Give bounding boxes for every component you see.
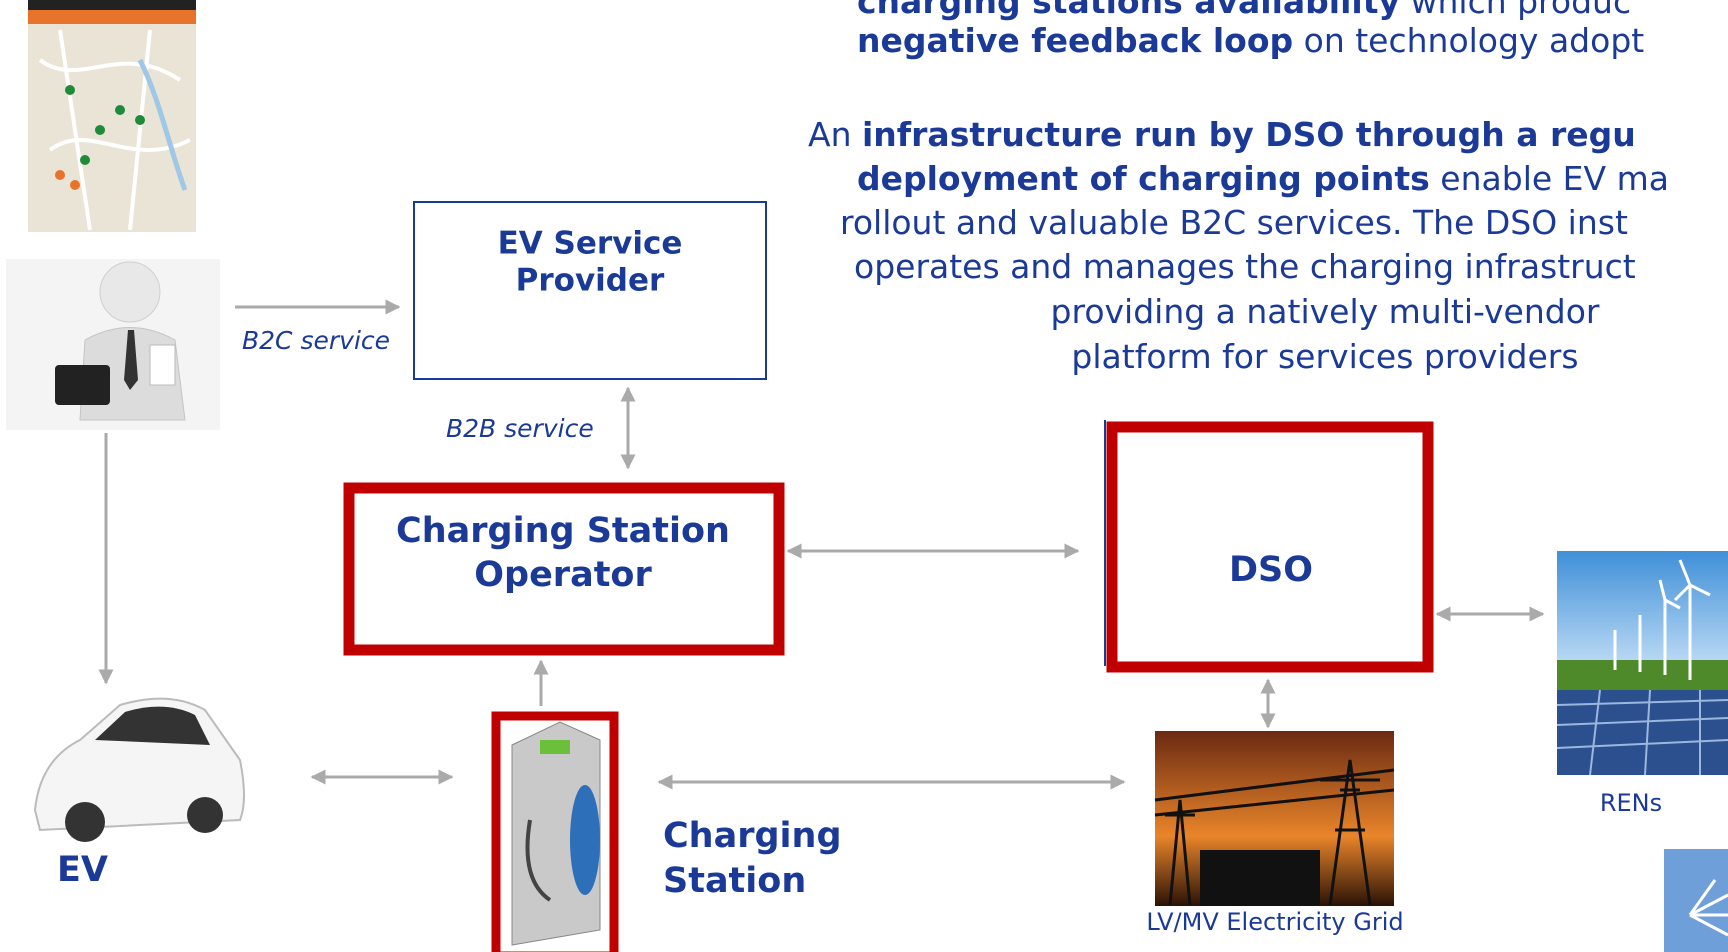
grid-image <box>1155 731 1394 906</box>
intro-line: platform for services providers <box>1071 337 1578 376</box>
intro-run: operates and manages the charging infras… <box>854 247 1636 286</box>
label-line: Station <box>663 861 806 901</box>
rens-label: RENs <box>1600 789 1662 817</box>
intro-text: charging stations availability which pro… <box>808 0 1669 376</box>
intro-run: enable EV ma <box>1430 159 1669 198</box>
dso-box <box>1112 427 1428 667</box>
charging-station-image <box>495 715 615 952</box>
logo <box>1664 849 1728 952</box>
intro-run: platform for services providers <box>1071 337 1578 376</box>
intro-line: operates and manages the charging infras… <box>854 247 1636 286</box>
dso-label: DSO <box>1229 550 1313 590</box>
person-image <box>6 259 220 430</box>
label-line: Operator <box>474 555 652 595</box>
intro-line: negative feedback loop on technology ado… <box>857 21 1644 60</box>
intro-run: providing a natively multi-vendor <box>1051 292 1600 331</box>
intro-run: deployment of charging points <box>857 159 1430 198</box>
intro-run: on technology adopt <box>1293 21 1644 60</box>
rens-image <box>1557 551 1728 775</box>
intro-line: deployment of charging points enable EV … <box>857 159 1669 198</box>
intro-run: which produc <box>1400 0 1631 21</box>
intro-line: providing a natively multi-vendor <box>1051 292 1600 331</box>
label-line: Charging Station <box>396 511 730 551</box>
phone-map-image <box>28 0 196 248</box>
intro-line: charging stations availability which pro… <box>857 0 1631 21</box>
slide: charging stations availability which pro… <box>0 0 1728 952</box>
intro-run: An <box>808 115 862 154</box>
grid-label: LV/MV Electricity Grid <box>1146 908 1403 936</box>
intro-run: negative feedback loop <box>857 21 1293 60</box>
intro-line: An infrastructure run by DSO through a r… <box>808 115 1636 154</box>
b2b-label: B2B service <box>446 414 594 443</box>
b2c-label: B2C service <box>242 326 390 355</box>
label-line: Provider <box>516 263 665 299</box>
label-line: EV Service <box>498 226 683 262</box>
label-line: Charging <box>663 816 842 856</box>
intro-run: infrastructure run by DSO through a regu <box>862 115 1636 154</box>
ev-car-image <box>35 699 244 842</box>
intro-line: rollout and valuable B2C services. The D… <box>840 203 1628 242</box>
intro-run: charging stations availability <box>857 0 1400 21</box>
charging-station-label: Charging Station <box>663 816 842 901</box>
intro-run: rollout and valuable B2C services. The D… <box>840 203 1628 242</box>
ev-label: EV <box>57 850 108 890</box>
